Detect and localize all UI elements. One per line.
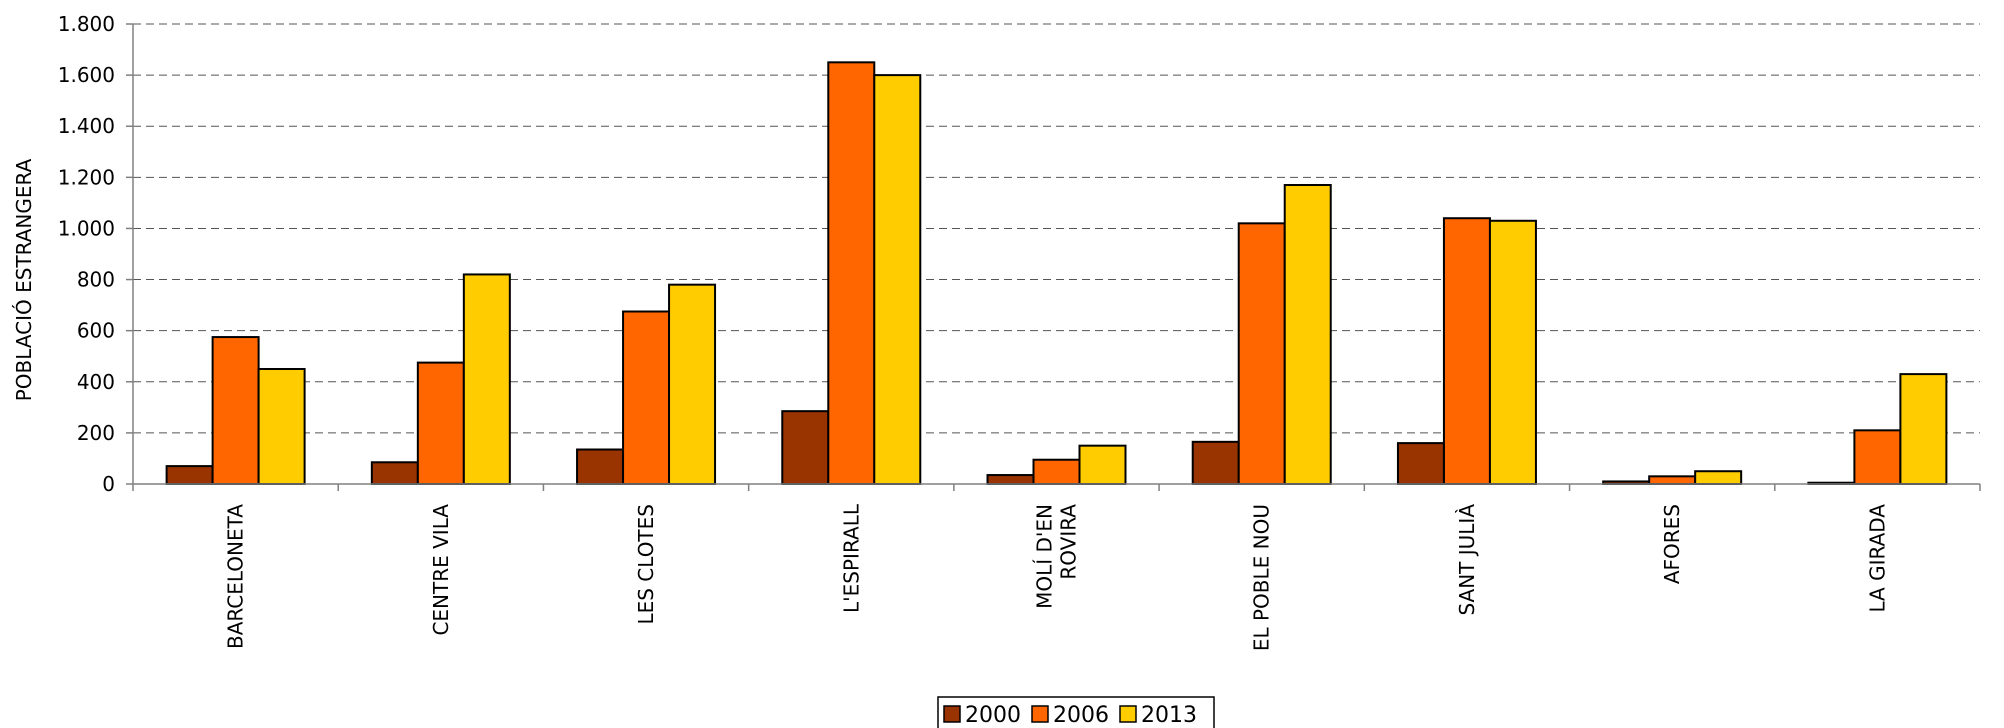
bars (165, 61, 1948, 486)
y-axis-title: POBLACIÓ ESTRANGERA (12, 158, 36, 401)
y-tick-label: 1.600 (58, 63, 115, 87)
y-tick-label: 600 (77, 319, 115, 343)
bar-2013 (668, 283, 717, 485)
bar-2000 (165, 465, 214, 486)
x-tick-label: LA GIRADA (1865, 504, 1889, 613)
bar-2013 (1694, 470, 1743, 486)
legend-swatch-2000 (943, 705, 961, 723)
legend: 2000 2006 2013 (937, 696, 1215, 728)
legend-label-2000: 2000 (965, 703, 1021, 728)
y-tick-label: 1.400 (58, 114, 115, 138)
bar-2006 (1032, 458, 1081, 486)
bar-2006 (1853, 429, 1902, 486)
bar-2000 (986, 474, 1035, 485)
y-tick-label: 1.200 (58, 165, 115, 189)
x-tick-labels: BARCELONETA CENTRE VILA LES CLOTES L'ESPIRA… (224, 503, 1890, 651)
legend-swatch-2006 (1031, 705, 1049, 723)
x-tick-label: BARCELONETA (224, 504, 248, 649)
bar-2013 (1078, 444, 1127, 485)
x-tick-label-line: AFORES (1660, 504, 1684, 584)
legend-label-2006: 2006 (1053, 703, 1109, 728)
axes (126, 23, 1981, 491)
bar-2006 (1648, 475, 1697, 486)
bar-2000 (370, 461, 419, 485)
x-tick-label-line: ROVIRA (1057, 504, 1081, 580)
bar-2000 (1191, 440, 1240, 486)
x-tick-label-line: EL POBLE NOU (1250, 504, 1274, 651)
legend-box (937, 696, 1215, 728)
bar-2013 (1899, 373, 1948, 485)
bar-2000 (1396, 442, 1445, 486)
bar-2006 (1442, 217, 1491, 485)
legend-swatch-2013 (1119, 705, 1137, 723)
x-tick-label-line: MOLÍ D'EN (1033, 504, 1057, 609)
bar-2013 (1283, 184, 1332, 485)
x-tick-label-line: CENTRE VILA (429, 504, 453, 636)
y-tick-label: 1.000 (58, 216, 115, 240)
x-tick-label: AFORES (1660, 504, 1684, 584)
y-tick-label: 0 (102, 472, 115, 496)
x-tick-label-line: BARCELONETA (224, 504, 248, 649)
bar-2013 (257, 368, 306, 485)
x-tick-label: LES CLOTES (634, 504, 658, 625)
x-tick-label-line: LA GIRADA (1865, 504, 1889, 613)
bar-2000 (576, 448, 625, 485)
legend-label-2013: 2013 (1141, 703, 1197, 728)
bar-2006 (211, 336, 260, 485)
bar-2006 (1237, 222, 1286, 485)
gridlines (133, 23, 1980, 434)
x-tick-label-line: SANT JULIÀ (1455, 504, 1479, 616)
bar-2013 (462, 273, 511, 486)
bar-2006 (416, 361, 465, 485)
x-tick-label: MOLÍ D'EN ROVIRA (1033, 504, 1081, 609)
x-tick-label: L'ESPIRALL (839, 503, 863, 613)
y-tick-label: 200 (77, 421, 115, 445)
bar-2013 (873, 74, 922, 485)
y-tick-labels: 0 200 400 600 800 1.000 1.200 1.400 1.600 1.800 (58, 12, 115, 496)
x-tick-label-line: LES CLOTES (634, 504, 658, 625)
x-tick-label-line: L'ESPIRALL (839, 503, 863, 613)
y-tick-label: 800 (77, 268, 115, 292)
bar-2000 (781, 410, 830, 485)
bar-2006 (622, 310, 671, 485)
bar-2013 (1488, 219, 1537, 485)
y-tick-label: 400 (77, 370, 115, 394)
x-tick-label: CENTRE VILA (429, 504, 453, 636)
bar-2006 (827, 61, 876, 485)
x-tick-label: SANT JULIÀ (1455, 504, 1479, 616)
x-tick-label: EL POBLE NOU (1250, 504, 1274, 651)
y-tick-label: 1.800 (58, 12, 115, 36)
